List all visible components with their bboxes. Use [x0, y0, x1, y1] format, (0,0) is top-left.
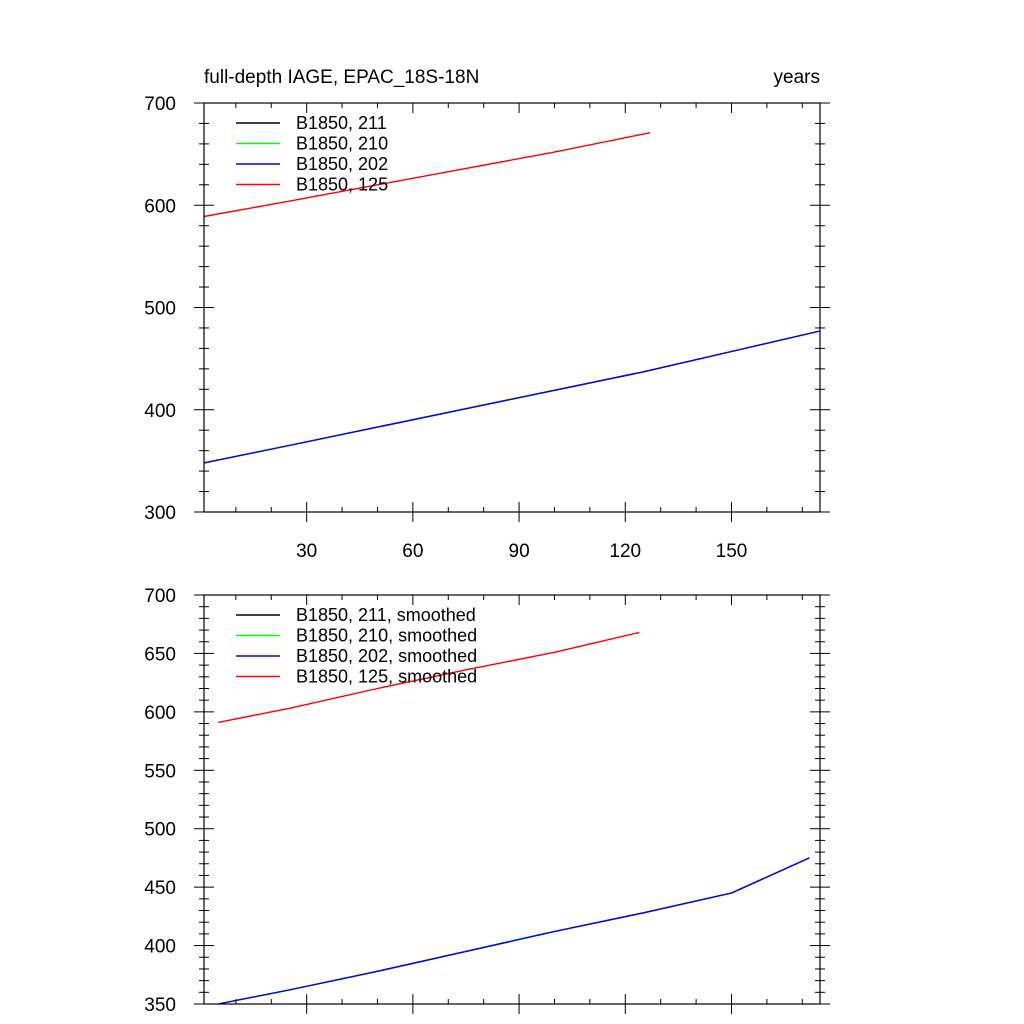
- y-tick-label: 600: [144, 703, 176, 724]
- plot-frame: [203, 594, 821, 1005]
- x-tick-label: 150: [716, 541, 748, 562]
- legend-label: B1850, 211: [296, 113, 387, 133]
- legend-label: B1850, 211, smoothed: [296, 605, 476, 625]
- legend-label: B1850, 125, smoothed: [296, 667, 477, 687]
- chart-title: full-depth IAGE, EPAC_18S-18N: [204, 67, 479, 88]
- y-tick-label: 500: [144, 820, 176, 841]
- x-tick-label: 120: [609, 541, 641, 562]
- series-line-2: [203, 330, 821, 464]
- series-line-3: [218, 631, 640, 724]
- y-tick-label: 400: [144, 401, 176, 422]
- bottom-panel: 350 400 450 500 550 600 650 700 B1850, 211, smoo…: [144, 586, 830, 1016]
- x-tick-label: 30: [296, 541, 317, 562]
- y-tick-label: 300: [144, 503, 176, 524]
- legend-label: B1850, 125: [296, 175, 388, 195]
- legend-label: B1850, 210: [296, 134, 388, 154]
- legend-label: B1850, 202: [296, 154, 388, 174]
- y-tick-label: 650: [144, 644, 176, 665]
- y-tick-label: 500: [144, 299, 176, 320]
- y-tick-label: 700: [144, 586, 176, 607]
- series-line-0: [218, 857, 810, 1005]
- x-tick-label: 90: [509, 541, 530, 562]
- y-tick-label: 600: [144, 196, 176, 217]
- x-tick-label: 60: [402, 541, 423, 562]
- series-line-3: [203, 132, 651, 218]
- y-tick-label: 450: [144, 878, 176, 899]
- y-tick-label: 400: [144, 937, 176, 958]
- legend-label: B1850, 202, smoothed: [296, 646, 477, 666]
- series-line-1: [218, 932, 548, 1005]
- y-tick-label: 350: [144, 995, 176, 1016]
- units-label: years: [774, 67, 820, 88]
- top-panel: full-depth IAGE, EPAC_18S-18N years 30 60…: [144, 67, 830, 562]
- series-line-2: [218, 857, 810, 1005]
- y-tick-label: 700: [144, 94, 176, 115]
- legend-label: B1850, 210, smoothed: [296, 626, 477, 646]
- series-line-0: [203, 330, 821, 464]
- y-tick-label: 550: [144, 761, 176, 782]
